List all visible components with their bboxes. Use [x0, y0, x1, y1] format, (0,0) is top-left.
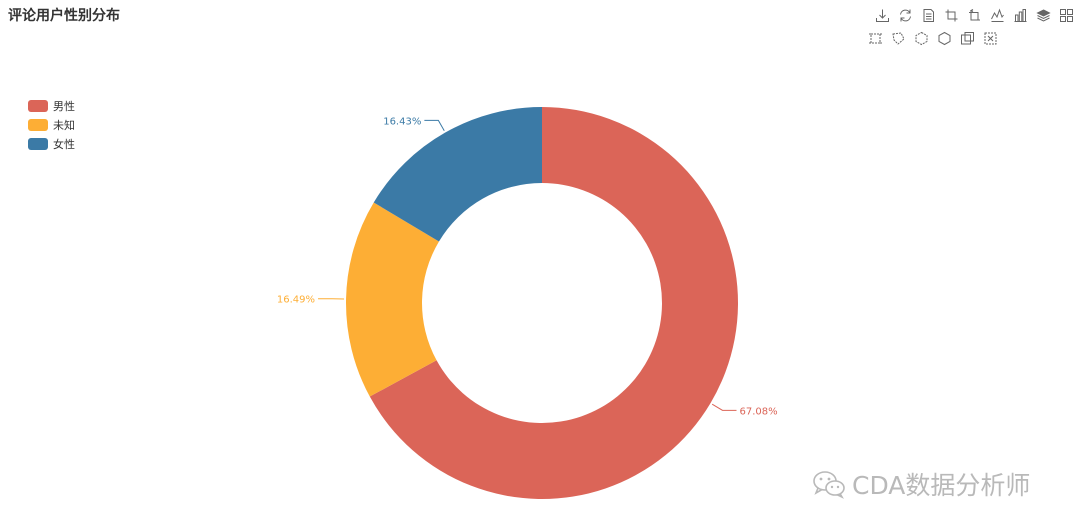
label-line-male	[711, 403, 737, 411]
legend-swatch-male	[28, 99, 48, 112]
toolbox	[868, 8, 1074, 54]
legend-item-unknown[interactable]: 未知	[28, 115, 75, 134]
legend-swatch-female	[28, 137, 48, 150]
legend-label-unknown: 未知	[53, 118, 75, 132]
slice-unknown[interactable]	[346, 202, 439, 397]
data-view-icon[interactable]	[921, 8, 936, 23]
clear-select-icon[interactable]	[937, 31, 952, 46]
lasso-select-icon[interactable]	[891, 31, 906, 46]
watermark: CDA数据分析师	[812, 466, 1030, 502]
toolbox-row-2	[868, 31, 1074, 46]
data-label-unknown: 16.49%	[277, 295, 315, 306]
zoom-reset-icon[interactable]	[983, 31, 998, 46]
zoom-icon[interactable]	[960, 31, 975, 46]
legend-item-male[interactable]: 男性	[28, 96, 75, 115]
download-icon[interactable]	[875, 8, 890, 23]
keep-select-icon[interactable]	[914, 31, 929, 46]
tiled-icon[interactable]	[1059, 8, 1074, 23]
label-line-female	[424, 119, 445, 132]
refresh-icon[interactable]	[898, 8, 913, 23]
line-chart-icon[interactable]	[990, 8, 1005, 23]
legend-label-female: 女性	[53, 137, 75, 151]
bar-chart-icon[interactable]	[1013, 8, 1028, 23]
data-label-male: 67.08%	[739, 406, 777, 417]
crop-icon[interactable]	[944, 8, 959, 23]
legend-item-female[interactable]: 女性	[28, 134, 75, 153]
watermark-text: CDA数据分析师	[852, 471, 1031, 500]
legend-swatch-unknown	[28, 118, 48, 131]
slice-male[interactable]	[369, 107, 738, 499]
crop-reset-icon[interactable]	[967, 8, 982, 23]
toolbox-row-1	[868, 8, 1074, 23]
slice-female[interactable]	[373, 106, 542, 242]
legend: 男性 未知 女性	[28, 96, 75, 153]
chart-title: 评论用户性别分布	[8, 8, 120, 24]
rect-select-icon[interactable]	[868, 31, 883, 46]
wechat-icon	[813, 471, 845, 499]
stack-icon[interactable]	[1036, 8, 1051, 23]
legend-label-male: 男性	[53, 99, 75, 113]
data-label-female: 16.43%	[383, 116, 421, 127]
